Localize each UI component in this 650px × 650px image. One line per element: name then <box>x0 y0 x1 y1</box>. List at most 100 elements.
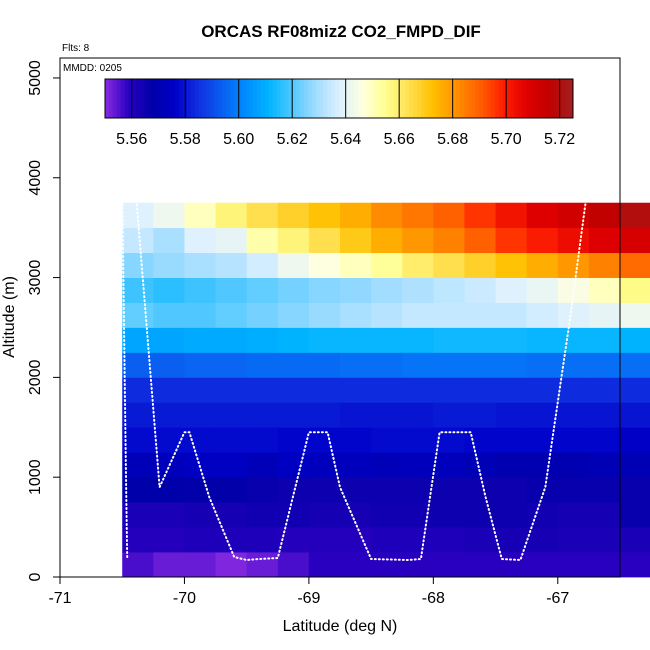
heatmap-cell <box>340 427 372 453</box>
colorbar-segment <box>378 79 383 118</box>
heatmap-cell <box>153 302 185 328</box>
heatmap-cell <box>371 252 403 278</box>
heatmap-cell <box>340 552 372 578</box>
colorbar-segment <box>327 79 332 118</box>
heatmap-cell <box>184 427 216 453</box>
heatmap-cell <box>246 327 279 353</box>
heatmap-cell <box>495 252 528 278</box>
heatmap-cell <box>402 252 434 278</box>
colorbar-segment <box>233 79 239 118</box>
heatmap-cell <box>495 202 528 229</box>
heatmap-cell <box>526 277 559 303</box>
heatmap-cell <box>153 377 185 403</box>
heatmap-cell <box>557 527 590 553</box>
heatmap-cell <box>184 452 216 478</box>
heatmap-cell <box>308 227 341 254</box>
colorbar-segment <box>245 79 250 118</box>
heatmap-cell <box>308 277 341 303</box>
heatmap-cell <box>122 227 154 254</box>
heatmap-cell <box>588 527 621 553</box>
y-tick-label: 2000 <box>27 359 44 395</box>
colorbar-segment <box>491 79 496 118</box>
colorbar-tick-label: 5.70 <box>491 131 522 148</box>
heatmap-cell <box>526 452 559 478</box>
heatmap-cell <box>433 327 465 353</box>
colorbar-segment <box>487 79 492 118</box>
colorbar-segment <box>358 79 363 118</box>
heatmap-cell <box>402 277 434 303</box>
heatmap-cell <box>246 427 279 453</box>
heatmap-cell <box>246 527 279 553</box>
heatmap-cell <box>184 502 216 528</box>
heatmap-cell <box>153 327 185 353</box>
heatmap-cell <box>620 502 650 528</box>
heatmap-cell <box>464 327 496 353</box>
colorbar-segment <box>323 79 328 118</box>
heatmap-cell <box>620 327 650 353</box>
heatmap-cell <box>495 327 528 353</box>
colorbar-segment <box>253 79 258 118</box>
heatmap-cell <box>495 402 528 428</box>
heatmap-cell <box>620 227 650 254</box>
heatmap-cell <box>122 502 154 528</box>
heatmap-cell <box>402 552 434 578</box>
heatmap-cell <box>495 477 528 503</box>
heatmap-cell <box>557 377 590 403</box>
x-tick-label: -70 <box>173 590 196 607</box>
colorbar-segment <box>475 79 480 118</box>
colorbar-segment <box>264 79 270 118</box>
heatmap-cell <box>308 327 341 353</box>
colorbar-segment <box>448 79 453 118</box>
heatmap-cell <box>557 552 590 578</box>
heatmap-cell <box>153 402 185 428</box>
colorbar-segment <box>440 79 445 118</box>
heatmap-cell <box>588 327 621 353</box>
heatmap-cell <box>588 202 621 229</box>
heatmap-cell <box>215 302 248 328</box>
heatmap-cell <box>277 227 310 254</box>
heatmap-cell <box>153 352 185 378</box>
colorbar-segment <box>565 79 570 118</box>
colorbar-segment <box>292 79 297 118</box>
colorbar-segment <box>331 79 336 118</box>
heatmap-cell <box>620 402 650 428</box>
y-axis-label: Altitude (m) <box>1 276 18 358</box>
heatmap-cell <box>526 402 559 428</box>
heatmap-cell <box>122 302 154 328</box>
heatmap-cell <box>526 202 559 229</box>
colorbar-tick-label: 5.66 <box>384 131 415 148</box>
heatmap-cell <box>184 552 216 578</box>
colorbar-segment <box>144 79 149 118</box>
colorbar-segment <box>428 79 434 118</box>
colorbar-segment <box>553 79 558 118</box>
x-axis-label: Latitude (deg N) <box>283 618 398 635</box>
heatmap-cell <box>371 277 403 303</box>
heatmap-cell <box>433 302 465 328</box>
colorbar-segment <box>561 79 566 118</box>
heatmap-cell <box>433 252 465 278</box>
heatmap-cell <box>371 227 403 254</box>
colorbar-segment <box>202 79 207 118</box>
heatmap-cell <box>620 352 650 378</box>
colorbar-segment <box>405 79 410 118</box>
colorbar-segment <box>194 79 200 118</box>
x-tick-label: -71 <box>48 590 71 607</box>
heatmap-cell <box>526 327 559 353</box>
heatmap-cell <box>588 302 621 328</box>
colorbar-segment <box>120 79 125 118</box>
plot-border <box>59 57 621 578</box>
colorbar-segment <box>151 79 157 118</box>
colorbar-segment <box>483 79 488 118</box>
colorbar-segment <box>401 79 406 118</box>
heatmap-cell <box>308 477 341 503</box>
heatmap-cell <box>184 202 216 229</box>
heatmap-cell <box>371 477 403 503</box>
heatmap-cell <box>620 477 650 503</box>
heatmap-cell <box>588 252 621 278</box>
heatmap-cell <box>246 452 279 478</box>
flight-track <box>121 175 590 562</box>
heatmap-cells <box>122 202 650 578</box>
y-tick-label: 3000 <box>27 260 44 296</box>
heatmap-cell <box>246 202 279 229</box>
heatmap-cell <box>122 452 154 478</box>
